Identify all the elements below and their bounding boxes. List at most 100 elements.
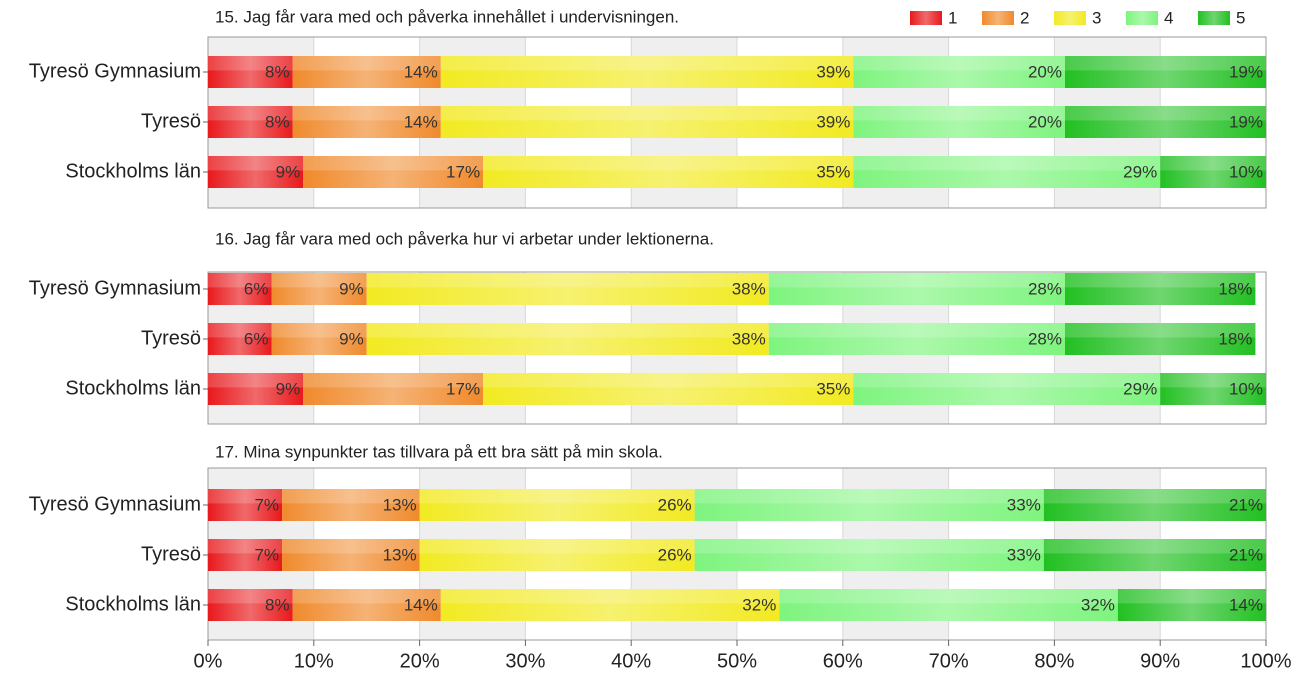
bar-shine bbox=[1117, 589, 1266, 604]
category-label: Tyresö bbox=[141, 110, 201, 132]
bar-gloss bbox=[853, 106, 1065, 138]
bar-gloss bbox=[1064, 106, 1266, 138]
bar-shine bbox=[853, 56, 1065, 71]
bar-gloss bbox=[1160, 156, 1266, 188]
bar-gloss bbox=[853, 373, 1161, 405]
bar-shine bbox=[483, 156, 854, 171]
bar-shine bbox=[303, 156, 484, 171]
value-label: 38% bbox=[732, 329, 766, 348]
bar-gloss bbox=[1043, 539, 1266, 571]
value-label: 17% bbox=[446, 162, 480, 181]
category-label: Tyresö Gymnasium bbox=[29, 60, 201, 82]
value-label: 8% bbox=[265, 62, 290, 81]
bar-shine bbox=[282, 539, 420, 554]
bar-gloss bbox=[208, 106, 293, 138]
bar-shine bbox=[419, 489, 695, 504]
value-label: 33% bbox=[1007, 545, 1041, 564]
bar-shine bbox=[208, 56, 293, 71]
bar-shine bbox=[853, 156, 1161, 171]
legend-gloss bbox=[910, 11, 942, 25]
value-label: 13% bbox=[383, 495, 417, 514]
bar-gloss bbox=[208, 273, 272, 305]
x-tick-label: 10% bbox=[294, 650, 334, 672]
bar-shine bbox=[208, 373, 304, 388]
bar-shine bbox=[768, 273, 1065, 288]
chart-title: 17. Mina synpunkter tas tillvara på ett … bbox=[215, 442, 663, 461]
bar-shine bbox=[208, 273, 272, 288]
bar-shine bbox=[1064, 56, 1266, 71]
value-label: 28% bbox=[1028, 329, 1062, 348]
bar-gloss bbox=[1064, 56, 1266, 88]
value-label: 9% bbox=[339, 279, 364, 298]
x-tick-label: 40% bbox=[611, 650, 651, 672]
value-label: 10% bbox=[1229, 162, 1263, 181]
value-label: 35% bbox=[816, 162, 850, 181]
bar-shine bbox=[440, 106, 854, 121]
category-label: Stockholms län bbox=[65, 377, 201, 399]
value-label: 26% bbox=[658, 545, 692, 564]
value-label: 35% bbox=[816, 379, 850, 398]
x-tick-label: 20% bbox=[400, 650, 440, 672]
bar-shine bbox=[483, 373, 854, 388]
category-label: Tyresö Gymnasium bbox=[29, 493, 201, 515]
bar-shine bbox=[208, 489, 283, 504]
value-label: 7% bbox=[254, 545, 279, 564]
bar-gloss bbox=[419, 539, 695, 571]
value-label: 13% bbox=[383, 545, 417, 564]
bar-gloss bbox=[1064, 323, 1256, 355]
bar-shine bbox=[292, 56, 441, 71]
bar-shine bbox=[366, 323, 769, 338]
bar-gloss bbox=[440, 589, 780, 621]
x-tick-label: 0% bbox=[194, 650, 223, 672]
value-label: 20% bbox=[1028, 62, 1062, 81]
bar-shine bbox=[1064, 273, 1256, 288]
bar-gloss bbox=[282, 539, 420, 571]
value-label: 38% bbox=[732, 279, 766, 298]
bar-gloss bbox=[208, 539, 283, 571]
bar-gloss bbox=[1064, 273, 1256, 305]
bar-gloss bbox=[768, 273, 1065, 305]
value-label: 9% bbox=[276, 379, 301, 398]
bar-gloss bbox=[366, 273, 769, 305]
bar-shine bbox=[1160, 373, 1266, 388]
legend-label: 5 bbox=[1236, 8, 1245, 27]
value-label: 28% bbox=[1028, 279, 1062, 298]
bar-shine bbox=[282, 489, 420, 504]
value-label: 7% bbox=[254, 495, 279, 514]
bar-gloss bbox=[779, 589, 1118, 621]
bar-gloss bbox=[208, 56, 293, 88]
bar-gloss bbox=[208, 489, 283, 521]
category-label: Tyresö bbox=[141, 327, 201, 349]
bar-shine bbox=[1064, 106, 1266, 121]
value-label: 6% bbox=[244, 329, 269, 348]
bar-gloss bbox=[1043, 489, 1266, 521]
bar-gloss bbox=[303, 373, 484, 405]
chart-title: 16. Jag får vara med och påverka hur vi … bbox=[215, 229, 714, 248]
bar-gloss bbox=[292, 106, 441, 138]
bar-shine bbox=[853, 373, 1161, 388]
bar-shine bbox=[694, 539, 1044, 554]
bar-gloss bbox=[271, 273, 367, 305]
bar-shine bbox=[208, 589, 293, 604]
legend-label: 4 bbox=[1164, 8, 1173, 27]
bar-gloss bbox=[1117, 589, 1266, 621]
x-tick-label: 30% bbox=[505, 650, 545, 672]
category-label: Tyresö Gymnasium bbox=[29, 277, 201, 299]
value-label: 33% bbox=[1007, 495, 1041, 514]
bar-gloss bbox=[208, 589, 293, 621]
legend-label: 2 bbox=[1020, 8, 1029, 27]
legend-gloss bbox=[1198, 11, 1230, 25]
value-label: 8% bbox=[265, 595, 290, 614]
x-tick-label: 90% bbox=[1140, 650, 1180, 672]
x-tick-label: 100% bbox=[1240, 650, 1291, 672]
x-tick-label: 60% bbox=[823, 650, 863, 672]
bar-gloss bbox=[208, 323, 272, 355]
legend-label: 1 bbox=[948, 8, 957, 27]
value-label: 19% bbox=[1229, 112, 1263, 131]
bar-gloss bbox=[483, 156, 854, 188]
bar-shine bbox=[694, 489, 1044, 504]
category-label: Tyresö bbox=[141, 543, 201, 565]
value-label: 26% bbox=[658, 495, 692, 514]
bar-gloss bbox=[366, 323, 769, 355]
